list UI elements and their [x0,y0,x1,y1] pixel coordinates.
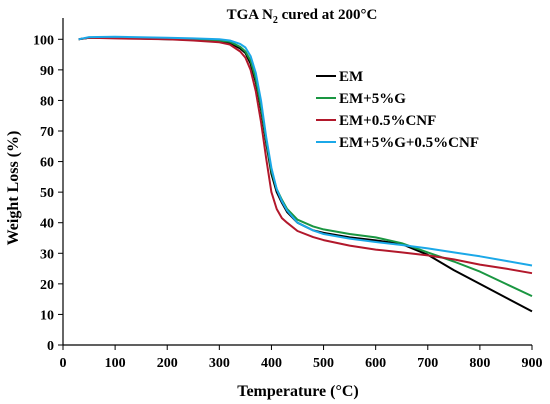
series-line-3 [78,35,533,267]
y-tick-label: 40 [40,217,54,232]
x-tick-label: 200 [157,356,178,371]
y-tick-label: 70 [40,125,54,140]
y-tick-label: 100 [33,33,54,48]
series-line-1 [78,36,533,298]
y-tick-label: 50 [40,186,54,201]
x-tick-label: 800 [469,356,490,371]
y-axis-title: Weight Loss (%) [5,131,22,246]
x-tick-label: 600 [365,356,386,371]
x-tick-label: 400 [261,356,282,371]
legend-label-3: EM+5%G+0.5%CNF [339,135,479,151]
legend-label-2: EM+0.5%CNF [339,113,436,129]
x-tick-label: 900 [522,356,543,371]
legend-label-0: EM [339,69,363,85]
y-tick-label: 10 [40,308,54,323]
y-tick-label: 30 [40,247,54,262]
series-line-0 [78,36,533,313]
x-tick-label: 500 [313,356,334,371]
chart-title: TGA N2 cured at 200°C [227,7,378,26]
x-tick-labels: 0 100 200 300 400 500 600 700 800 900 [60,356,543,371]
series-lines [78,35,533,313]
y-tick-label: 20 [40,278,54,293]
y-tick-label: 90 [40,64,54,79]
x-tick-label: 300 [209,356,230,371]
x-tick-label: 700 [417,356,438,371]
axes [58,18,533,350]
legend-label-1: EM+5%G [339,91,406,107]
y-tick-label: 0 [47,339,54,354]
x-tick-label: 100 [105,356,126,371]
x-tick-label: 0 [60,356,67,371]
y-tick-labels: 0 10 20 30 40 50 60 70 80 90 100 [33,33,54,354]
y-tick-label: 80 [40,94,54,109]
series-line-2 [78,36,533,275]
y-tick-label: 60 [40,156,54,171]
x-axis-title: Temperature (°C) [237,383,358,400]
legend: EM EM+5%G EM+0.5%CNF EM+5%G+0.5%CNF [316,69,479,151]
